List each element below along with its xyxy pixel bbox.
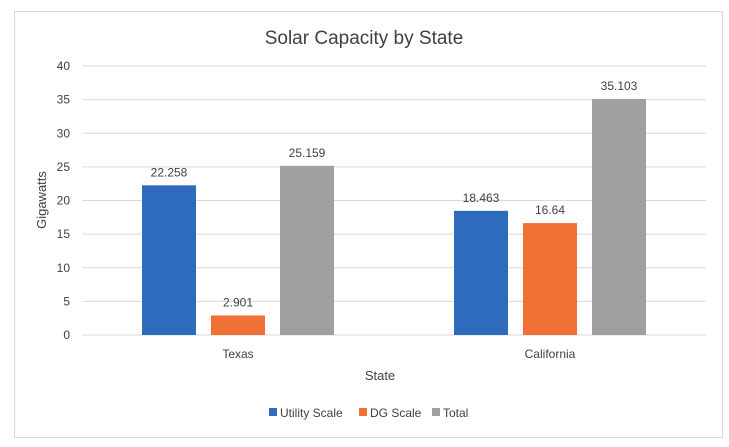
data-label: 22.258: [151, 165, 188, 179]
y-tick-label: 15: [57, 227, 71, 241]
legend-label: Total: [443, 406, 468, 420]
bar: [592, 98, 646, 335]
bar: [280, 165, 334, 335]
legend-label: DG Scale: [370, 406, 422, 420]
x-tick-label: Texas: [222, 347, 253, 361]
y-tick-label: 30: [57, 126, 71, 140]
y-tick-label: 10: [57, 261, 71, 275]
data-label: 16.64: [535, 203, 565, 217]
legend-swatch: [269, 408, 277, 416]
y-tick-label: 40: [57, 59, 71, 73]
data-label: 25.159: [289, 146, 326, 160]
bar: [454, 210, 508, 335]
x-axis-title: State: [365, 368, 395, 383]
y-tick-label: 5: [63, 294, 70, 308]
bar: [211, 315, 265, 335]
data-label: 35.103: [601, 79, 638, 93]
legend-label: Utility Scale: [280, 406, 343, 420]
y-tick-label: 35: [57, 93, 71, 107]
bar: [523, 223, 577, 335]
data-label: 2.901: [223, 295, 253, 309]
chart-title: Solar Capacity by State: [265, 28, 464, 49]
y-tick-label: 0: [63, 328, 70, 342]
legend-swatch: [359, 408, 367, 416]
y-axis-title: Gigawatts: [34, 171, 49, 229]
bar: [142, 185, 196, 335]
x-tick-label: California: [525, 347, 576, 361]
y-tick-label: 25: [57, 160, 71, 174]
legend-swatch: [432, 408, 440, 416]
y-tick-label: 20: [57, 194, 71, 208]
data-label: 18.463: [463, 191, 500, 205]
